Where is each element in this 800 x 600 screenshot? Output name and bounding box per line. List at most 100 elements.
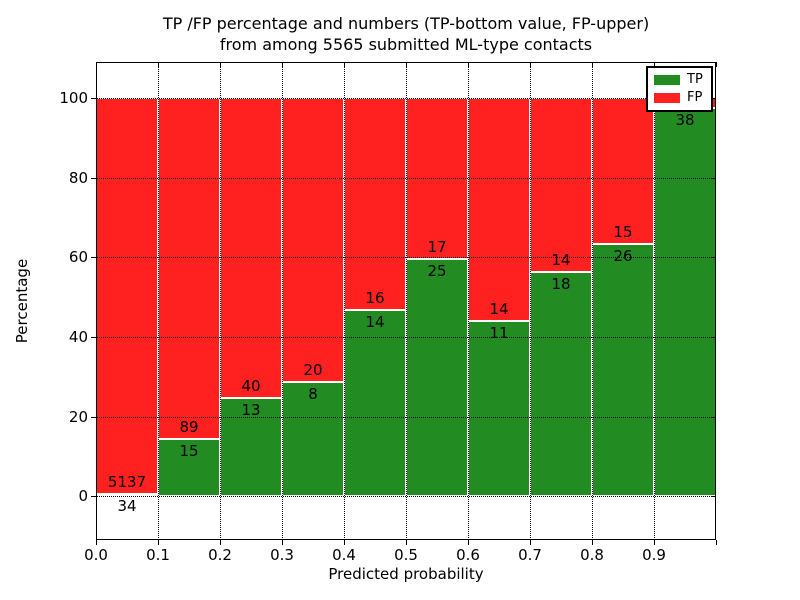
tp-count-label: 14 — [365, 313, 385, 332]
x-tick — [344, 540, 345, 545]
bar-tp-segment — [220, 398, 282, 497]
y-tick-label: 80 — [68, 168, 88, 187]
x-tick-label: 0.9 — [642, 546, 666, 564]
bar-fp-segment — [592, 97, 654, 244]
tp-count-label: 18 — [551, 275, 571, 294]
bar-tp-segment — [592, 243, 654, 497]
y-tick-label: 60 — [68, 248, 88, 267]
fp-count-label: 16 — [365, 289, 385, 308]
y-tick-label: 20 — [68, 407, 88, 426]
x-tick-top — [530, 62, 531, 67]
x-tick — [716, 540, 717, 545]
x-tick — [282, 540, 283, 545]
y-tick — [91, 496, 96, 498]
y-tick-right — [711, 97, 716, 99]
y-axis-label: Percentage — [13, 258, 31, 344]
fp-count-label: 20 — [303, 361, 323, 380]
y-tick-right — [711, 257, 716, 259]
tp-count-label: 25 — [427, 262, 447, 281]
x-tick-label: 0.7 — [518, 546, 542, 564]
x-tick — [220, 540, 221, 545]
legend-label-fp: FP — [687, 89, 703, 105]
v-gridline — [282, 62, 283, 540]
v-gridline — [654, 62, 655, 540]
v-gridline — [344, 62, 345, 540]
bar-tp-segment — [468, 320, 530, 497]
x-tick-top — [344, 62, 345, 67]
tp-swatch-icon — [654, 75, 680, 86]
x-tick-top — [282, 62, 283, 67]
tp-count-label: 11 — [489, 323, 509, 342]
legend: TP FP — [646, 66, 713, 112]
legend-label-tp: TP — [687, 72, 703, 88]
x-tick-top — [716, 62, 717, 67]
x-axis-label: Predicted probability — [328, 565, 484, 583]
x-tick-label: 0.4 — [332, 546, 356, 564]
fp-count-label: 40 — [241, 377, 261, 396]
fp-count-label: 14 — [551, 251, 571, 270]
y-tick-right — [711, 336, 716, 338]
tp-count-label: 8 — [308, 385, 318, 404]
y-tick-right — [711, 177, 716, 179]
legend-item-tp: TP — [654, 73, 705, 87]
x-tick — [158, 540, 159, 545]
y-tick-label: 40 — [68, 327, 88, 346]
x-tick — [530, 540, 531, 545]
bar-fp-segment — [282, 97, 344, 383]
tp-count-label: 26 — [613, 246, 633, 265]
bar-fp-segment — [468, 97, 530, 321]
bar-tp-segment — [654, 108, 716, 497]
y-tick — [91, 336, 96, 338]
bar-fp-segment — [158, 97, 220, 439]
x-tick-top — [96, 62, 97, 67]
x-tick-top — [406, 62, 407, 67]
tp-count-label: 34 — [117, 496, 137, 515]
bar-fp-segment — [344, 97, 406, 311]
v-gridline — [530, 62, 531, 540]
y-tick — [91, 177, 96, 179]
x-tick-label: 0.5 — [394, 546, 418, 564]
bar-tp-segment — [344, 310, 406, 497]
y-tick — [91, 416, 96, 418]
x-tick — [592, 540, 593, 545]
x-tick-label: 0.3 — [270, 546, 294, 564]
v-gridline — [220, 62, 221, 540]
y-tick — [91, 257, 96, 259]
y-tick-right — [711, 416, 716, 418]
x-tick — [96, 540, 97, 545]
legend-item-fp: FP — [654, 89, 705, 105]
y-tick-right — [711, 496, 716, 498]
fp-count-label: 5137 — [107, 472, 147, 491]
x-tick-top — [654, 62, 655, 67]
fp-count-label: 89 — [179, 417, 199, 436]
chart-title-line1: TP /FP percentage and numbers (TP-bottom… — [162, 14, 650, 33]
v-gridline — [468, 62, 469, 540]
x-tick-label: 0.0 — [84, 546, 108, 564]
x-tick-label: 0.2 — [208, 546, 232, 564]
bar-fp-segment — [220, 97, 282, 399]
x-tick-label: 0.8 — [580, 546, 604, 564]
fp-count-label: 15 — [613, 222, 633, 241]
bar-fp-segment — [96, 97, 158, 494]
x-tick-top — [468, 62, 469, 67]
bar-tp-segment — [530, 272, 592, 497]
fp-count-label: 17 — [427, 238, 447, 257]
chart-title-line2: from among 5565 submitted ML-type contac… — [219, 35, 593, 54]
x-tick — [654, 540, 655, 545]
y-tick-label: 100 — [59, 88, 88, 107]
x-tick-label: 0.6 — [456, 546, 480, 564]
v-gridline — [158, 62, 159, 540]
y-tick — [91, 97, 96, 99]
tp-count-label: 38 — [675, 111, 695, 130]
x-tick — [468, 540, 469, 545]
bar-fp-segment — [530, 97, 592, 273]
x-tick-top — [592, 62, 593, 67]
v-gridline — [592, 62, 593, 540]
x-tick-top — [158, 62, 159, 67]
x-tick-top — [220, 62, 221, 67]
bar-tp-segment — [282, 382, 344, 497]
fp-swatch-icon — [654, 92, 680, 103]
x-tick — [406, 540, 407, 545]
y-tick-label: 0 — [78, 487, 88, 506]
